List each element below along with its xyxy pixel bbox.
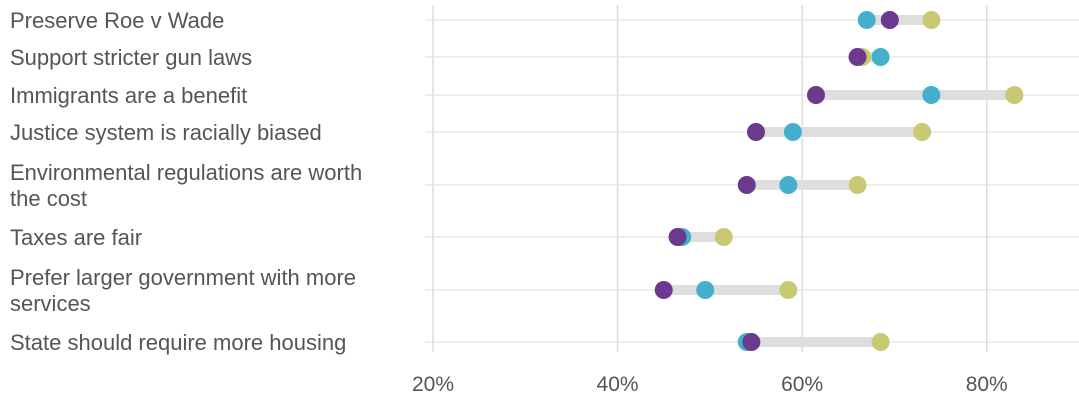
data-point: [857, 11, 876, 29]
category-label-line: Justice system is racially biased: [10, 120, 322, 145]
category-label: State should require more housing: [10, 330, 346, 355]
category-row: Preserve Roe v Wade: [10, 8, 941, 33]
category-label-line: Prefer larger government with more: [10, 265, 356, 290]
data-point: [848, 48, 867, 66]
category-label-line: Taxes are fair: [10, 225, 142, 250]
data-point: [737, 176, 756, 194]
data-point: [696, 281, 715, 299]
category-label-line: Support stricter gun laws: [10, 45, 252, 70]
data-point: [668, 228, 687, 246]
x-tick-label: 80%: [966, 373, 1008, 396]
category-label: Support stricter gun laws: [10, 45, 252, 70]
category-row: Prefer larger government with more servic…: [10, 265, 798, 316]
category-label: Immigrants are a benefit: [10, 83, 247, 108]
category-label: Justice system is racially biased: [10, 120, 322, 145]
category-label: Environmental regulations are worth the c…: [10, 160, 362, 211]
category-label-line: Immigrants are a benefit: [10, 83, 247, 108]
data-point: [779, 281, 798, 299]
data-point: [742, 333, 761, 351]
category-row: Taxes are fair: [10, 225, 733, 250]
data-point: [871, 48, 890, 66]
category-label-line: the cost: [10, 186, 87, 211]
category-row: Immigrants are a benefit: [10, 83, 1024, 108]
data-point: [654, 281, 673, 299]
category-label: Preserve Roe v Wade: [10, 8, 224, 33]
category-label: Taxes are fair: [10, 225, 142, 250]
category-label-line: State should require more housing: [10, 330, 346, 355]
category-label-line: Preserve Roe v Wade: [10, 8, 224, 33]
chart-rows: Preserve Roe v Wade Support stricter gun …: [10, 8, 1024, 355]
category-label: Prefer larger government with more servic…: [10, 265, 356, 316]
x-axis-ticks: 20% 40% 60% 80%: [412, 373, 1008, 396]
data-point: [779, 176, 798, 194]
data-point: [922, 86, 941, 104]
x-tick-label: 40%: [597, 373, 639, 396]
data-point: [783, 123, 802, 141]
category-row: Support stricter gun laws: [10, 45, 890, 70]
category-row: Justice system is racially biased: [10, 120, 932, 145]
data-point: [848, 176, 867, 194]
data-point: [913, 123, 932, 141]
category-label-line: Environmental regulations are worth: [10, 160, 362, 185]
category-row: Environmental regulations are worth the c…: [10, 160, 867, 211]
category-label-line: services: [10, 291, 91, 316]
data-point: [880, 11, 899, 29]
x-tick-label: 60%: [781, 373, 823, 396]
x-tick-label: 20%: [412, 373, 454, 396]
data-point: [922, 11, 941, 29]
data-point: [1005, 86, 1024, 104]
category-row: State should require more housing: [10, 330, 890, 355]
data-point: [806, 86, 825, 104]
data-point: [714, 228, 733, 246]
data-point: [747, 123, 765, 141]
data-point: [871, 333, 890, 351]
